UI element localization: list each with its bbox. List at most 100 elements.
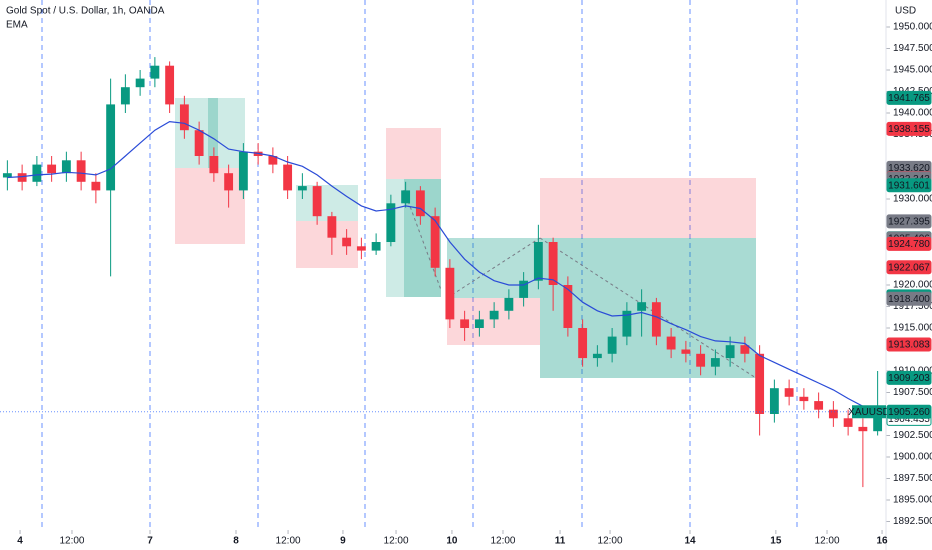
price-tag — [886, 404, 932, 419]
candle-body — [533, 241, 543, 281]
candle-body — [356, 246, 366, 251]
chart-title: Gold Spot / U.S. Dollar, 1h, OANDA — [6, 6, 165, 17]
candle-body — [637, 302, 647, 311]
symbol-label: XAUUSD — [848, 407, 890, 418]
candle-body — [283, 164, 293, 191]
price-tag-label: 1909.203 — [888, 373, 930, 384]
price-tag — [886, 260, 932, 275]
candle-body — [120, 87, 130, 105]
y-tick-label: 1930.000 — [893, 194, 932, 205]
price-axis — [886, 0, 932, 550]
candle-body — [268, 155, 278, 165]
candle-body — [607, 336, 617, 354]
y-tick-label: 1917.500 — [893, 301, 932, 312]
candle-body — [2, 173, 12, 178]
candle-body — [710, 358, 720, 367]
candle-body — [415, 190, 425, 217]
y-tick-label: 1920.000 — [893, 280, 932, 291]
y-tick-label: 1907.500 — [893, 387, 932, 398]
candle-body — [150, 65, 160, 79]
candle-body — [504, 297, 514, 311]
candle-body — [622, 310, 632, 337]
price-tag-label: 1941.765 — [888, 93, 930, 104]
price-tag — [886, 291, 932, 306]
price-tag-label: 1918.400 — [888, 294, 930, 305]
price-tag — [886, 236, 932, 251]
candles — [2, 57, 883, 488]
x-tick-label: 14 — [684, 536, 696, 547]
candle-body — [224, 173, 234, 191]
candle-body — [209, 155, 219, 174]
x-tick-label: 15 — [770, 536, 782, 547]
candle-body — [135, 78, 145, 88]
candle-body — [430, 216, 440, 268]
x-tick-label: 9 — [340, 536, 346, 547]
candle-body — [106, 104, 116, 191]
y-tick-label: 1915.000 — [893, 323, 932, 334]
y-tick-label: 1940.000 — [893, 108, 932, 119]
candle-body — [873, 411, 883, 432]
candle-body — [696, 353, 706, 367]
candle-body — [474, 319, 484, 328]
price-tag — [886, 90, 932, 105]
candle-body — [814, 401, 824, 410]
candle-body — [194, 130, 204, 156]
x-tick-label: 7 — [147, 536, 153, 547]
candle-body — [519, 280, 529, 298]
currency-label: USD — [895, 6, 916, 17]
candle-body — [666, 336, 676, 350]
candle-body — [548, 241, 558, 285]
candle-body — [740, 345, 750, 354]
price-tag-label: 1933.620 — [888, 163, 930, 174]
price-tag-label: 1938.155 — [888, 124, 930, 135]
candle-body — [386, 203, 396, 242]
x-tick-label: 16 — [876, 536, 888, 547]
y-tick-label: 1950.000 — [893, 22, 932, 33]
price-tag — [886, 337, 932, 352]
candle-body — [61, 160, 71, 174]
candle-body — [755, 353, 765, 414]
y-tick-label: 1892.500 — [893, 516, 932, 527]
candle-body — [297, 186, 307, 191]
candle-body — [460, 319, 470, 328]
candle-body — [76, 160, 86, 182]
x-tick-label: 12:00 — [384, 536, 409, 547]
candle-body — [799, 396, 809, 402]
price-tag-label: 1922.067 — [888, 262, 930, 273]
candle-body — [651, 302, 661, 337]
candle-body — [769, 388, 779, 414]
indicator-label: EMA — [6, 20, 28, 31]
x-tick-label: 4 — [17, 536, 23, 547]
symbol-tag — [852, 405, 886, 419]
candle-body — [843, 418, 853, 427]
x-tick-label: 12:00 — [490, 536, 515, 547]
price-tag — [886, 370, 932, 385]
x-tick-label: 12:00 — [598, 536, 623, 547]
x-tick-label: 11 — [555, 536, 566, 547]
price-tag-label: 1924.780 — [888, 239, 930, 250]
candle-body — [578, 327, 588, 359]
x-tick-label: 10 — [446, 536, 458, 547]
candle-body — [725, 345, 735, 359]
price-tag — [886, 178, 932, 193]
price-tag-label: 1913.083 — [888, 340, 930, 351]
y-tick-label: 1902.500 — [893, 430, 932, 441]
position-boxes — [175, 98, 757, 379]
price-tag-label: 1931.601 — [888, 180, 930, 191]
x-tick-label: 8 — [233, 536, 239, 547]
x-tick-label: 12:00 — [815, 536, 840, 547]
candle-body — [179, 104, 189, 131]
candle-body — [828, 409, 838, 419]
candle-body — [445, 267, 455, 320]
price-tag-label: 1904.435 — [888, 414, 930, 425]
price-tag-label: 1905.260 — [888, 407, 930, 418]
candle-body — [91, 181, 101, 191]
candle-body — [681, 349, 691, 354]
candle-body — [165, 65, 175, 105]
candle-body — [17, 173, 27, 182]
candle-body — [342, 237, 352, 247]
candle-body — [858, 426, 868, 432]
candle-body — [47, 164, 57, 174]
